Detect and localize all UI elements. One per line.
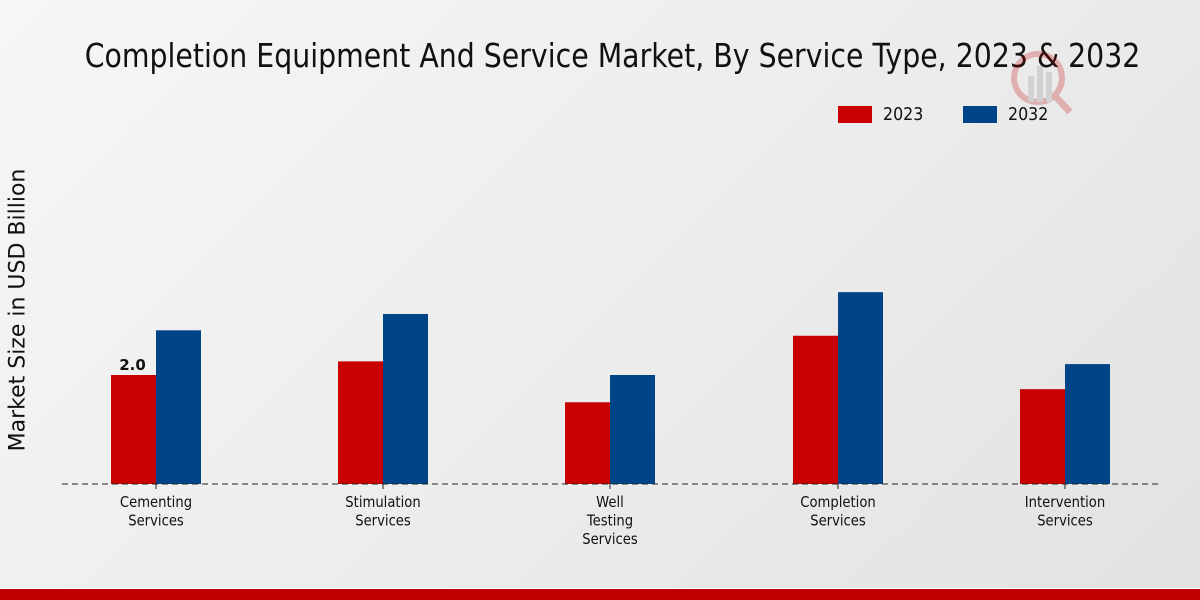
- x-tick-label-1-0: Stimulation: [345, 494, 420, 511]
- legend-item-2032: 2032: [962, 104, 1054, 125]
- x-tick-label-2-1: Testing: [586, 513, 633, 530]
- legend-item-2023: 2023: [838, 104, 929, 125]
- bar-2023-1: [338, 361, 383, 484]
- bar-2023-2: [565, 402, 610, 484]
- x-tick-label-3-1: Services: [810, 513, 866, 530]
- legend-swatch-2023: [838, 106, 872, 123]
- x-tick-label-1-1: Services: [355, 513, 411, 530]
- bar-2023-4: [1020, 389, 1065, 484]
- legend-swatch-2032: [962, 106, 997, 123]
- x-tick-label-2-2: Services: [582, 531, 638, 548]
- x-tick-label-2-0: Well: [596, 494, 624, 511]
- legend-label-2032: 2032: [1007, 104, 1049, 125]
- bar-2032-4: [1065, 364, 1110, 484]
- data-label-0: 2.0: [119, 356, 146, 374]
- x-tick-label-3-0: Completion: [800, 494, 876, 511]
- bar-2032-0: [156, 330, 201, 484]
- bar-2032-3: [838, 292, 883, 484]
- x-tick-label-4-0: Intervention: [1025, 494, 1105, 511]
- bar-2032-1: [383, 313, 428, 484]
- footer-bar: [0, 588, 1200, 600]
- watermark-logo-icon: [1011, 51, 1073, 115]
- chart-title: Completion Equipment And Service Market,…: [84, 36, 1141, 75]
- bar-2023-0: [111, 375, 156, 484]
- legend: 2023 2032: [838, 104, 1088, 125]
- x-tick-label-4-1: Services: [1037, 513, 1093, 530]
- bar-2032-2: [610, 375, 655, 484]
- bar-2023-3: [793, 335, 838, 484]
- x-tick-label-0-1: Services: [128, 513, 184, 530]
- legend-label-2023: 2023: [883, 104, 924, 125]
- x-tick-label-0-0: Cementing: [120, 494, 192, 511]
